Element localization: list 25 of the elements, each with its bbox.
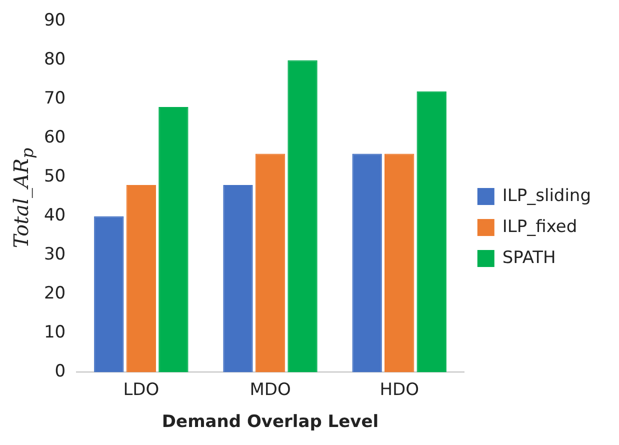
bar bbox=[223, 185, 253, 372]
y-tick-label: 90 bbox=[44, 10, 66, 31]
legend-label: SPATH bbox=[502, 248, 556, 268]
y-tick-label: 70 bbox=[44, 88, 66, 109]
y-tick-label: 10 bbox=[44, 322, 66, 343]
y-tick-label: 0 bbox=[54, 362, 66, 382]
bar bbox=[352, 154, 382, 372]
y-tick-label: 30 bbox=[44, 244, 66, 265]
legend-label: ILP_sliding bbox=[502, 186, 592, 206]
x-tick-label: LDO bbox=[123, 380, 160, 400]
y-tick-label: 60 bbox=[44, 128, 66, 148]
y-tick-label: 40 bbox=[44, 206, 66, 226]
bar bbox=[126, 185, 156, 372]
y-tick-label: 80 bbox=[44, 50, 66, 70]
x-tick-label: MDO bbox=[250, 380, 291, 400]
bar bbox=[94, 216, 124, 372]
bar bbox=[416, 91, 446, 372]
y-tick-label: 20 bbox=[44, 284, 66, 304]
y-tick-label: 50 bbox=[44, 166, 66, 187]
x-axis-title: Demand Overlap Level bbox=[162, 412, 379, 432]
x-tick-label: HDO bbox=[380, 380, 419, 400]
bar bbox=[288, 60, 318, 372]
bar bbox=[384, 154, 414, 372]
bar bbox=[158, 107, 188, 372]
legend-label: ILP_fixed bbox=[502, 216, 578, 237]
